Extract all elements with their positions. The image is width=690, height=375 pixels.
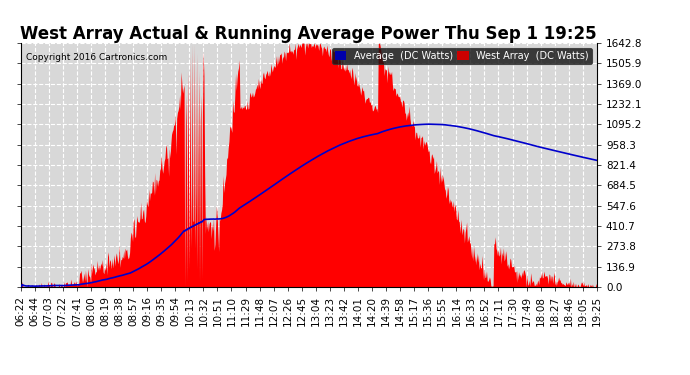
Text: Copyright 2016 Cartronics.com: Copyright 2016 Cartronics.com: [26, 53, 168, 62]
Legend: Average  (DC Watts), West Array  (DC Watts): Average (DC Watts), West Array (DC Watts…: [332, 48, 592, 64]
Title: West Array Actual & Running Average Power Thu Sep 1 19:25: West Array Actual & Running Average Powe…: [21, 25, 597, 43]
